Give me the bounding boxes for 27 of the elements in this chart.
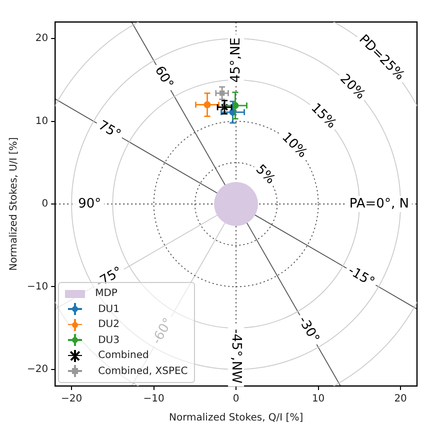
legend-label: Combined [98,349,149,363]
ref-line-label: PA=0°, N [349,196,409,212]
x-tick-label: −20 [61,394,82,405]
x-tick-label: 10 [312,394,325,405]
x-tick-label: −10 [143,394,164,405]
x-tick-label: 20 [394,394,407,405]
annotation: 90° [78,196,102,212]
y-tick-label: −10 [26,281,48,292]
annotation: 60° [151,64,176,92]
y-axis-title: Normalized Stokes, U/I [%] [8,137,20,271]
annotation: 75° [96,118,124,143]
y-tick-label: 0 [42,198,48,210]
annotation: -30° [294,314,322,346]
x-tick-label: 0 [232,394,240,405]
y-tick-label: −20 [26,364,48,376]
legend-label: DU1 [98,302,120,316]
legend-label: Combined, XSPEC [98,364,188,378]
x-axis-title: Normalized Stokes, Q/I [%] [168,412,304,424]
annotation: -45°,NW [228,328,244,384]
annotation: -15° [345,263,377,290]
annotation: 5% [252,162,278,188]
point [220,103,228,111]
legend-label: DU2 [98,318,120,332]
y-tick-label: 10 [35,116,48,127]
legend-label: DU3 [98,334,120,348]
ref-line-label: 45°,NE [228,37,244,83]
y-tick-label: 20 [35,33,48,44]
